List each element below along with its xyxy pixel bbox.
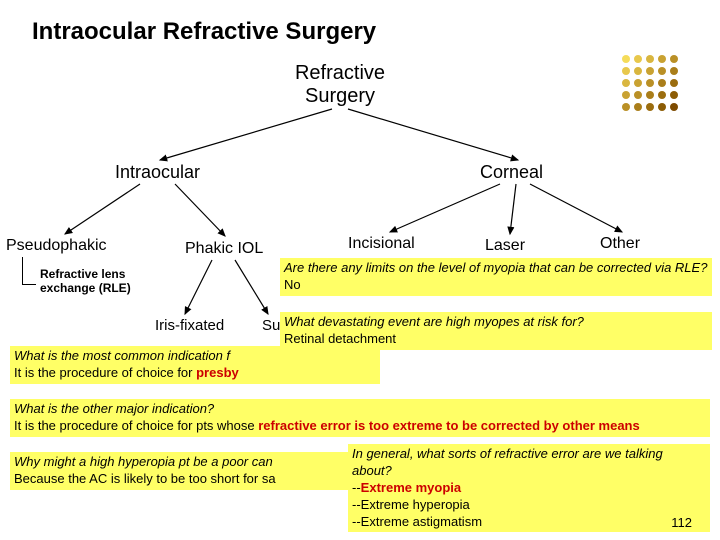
highlight-line: Are there any limits on the level of myo… [284,260,708,277]
tree-node: Pseudophakic [6,237,107,255]
corner-dot [646,67,654,75]
tree-node: Laser [485,237,525,255]
tree-node: Iris-fixated [155,317,224,334]
tree-node: Phakic IOL [185,240,263,258]
highlight-box: What devastating event are high myopes a… [280,312,712,350]
highlight-box: Why might a high hyperopia pt be a poor … [10,452,350,490]
corner-dot [670,91,678,99]
tree-node: Su [262,317,280,334]
rle-label: Refractive lensexchange (RLE) [40,267,131,296]
highlight-line: It is the procedure of choice for presby [14,365,376,382]
corner-dot [658,91,666,99]
corner-dot [646,103,654,111]
corner-dot [646,91,654,99]
highlight-line: --Extreme astigmatism [352,514,706,531]
corner-dot [670,79,678,87]
corner-dot [622,55,630,63]
highlight-line: In general, what sorts of refractive err… [352,446,706,480]
corner-dot [622,103,630,111]
highlight-line: What is the other major indication? [14,401,706,418]
corner-dot [634,91,642,99]
corner-dot-grid [622,55,680,113]
highlight-line: Because the AC is likely to be too short… [14,471,346,488]
corner-dot [646,55,654,63]
corner-dot [622,79,630,87]
highlight-line: Why might a high hyperopia pt be a poor … [14,454,346,471]
corner-dot [646,79,654,87]
highlight-line: What devastating event are high myopes a… [284,314,708,331]
highlight-box: Are there any limits on the level of myo… [280,258,712,296]
highlight-line: It is the procedure of choice for pts wh… [14,418,706,435]
tree-node: Incisional [348,235,415,253]
highlight-box: In general, what sorts of refractive err… [348,444,710,532]
corner-dot [634,79,642,87]
corner-dot [634,67,642,75]
corner-dot [670,55,678,63]
tree-node: Intraocular [115,162,200,183]
corner-dot [622,91,630,99]
corner-dot [634,55,642,63]
corner-dot [658,55,666,63]
corner-dot [670,103,678,111]
corner-dot [670,67,678,75]
highlight-line: --Extreme hyperopia [352,497,706,514]
tree-root: RefractiveSurgery [280,62,400,108]
highlight-line: No [284,277,708,294]
rle-bracket [22,257,36,285]
tree-node: Corneal [480,162,543,183]
highlight-box: What is the most common indication fIt i… [10,346,380,384]
highlight-line: --Extreme myopia [352,480,706,497]
highlight-box: What is the other major indication?It is… [10,399,710,437]
page-number: 112 [671,515,692,530]
corner-dot [658,79,666,87]
highlight-line: What is the most common indication f [14,348,376,365]
corner-dot [658,67,666,75]
corner-dot [622,67,630,75]
corner-dot [634,103,642,111]
corner-dot [658,103,666,111]
slide-title: Intraocular Refractive Surgery [32,18,376,46]
tree-node: Other [600,235,640,253]
